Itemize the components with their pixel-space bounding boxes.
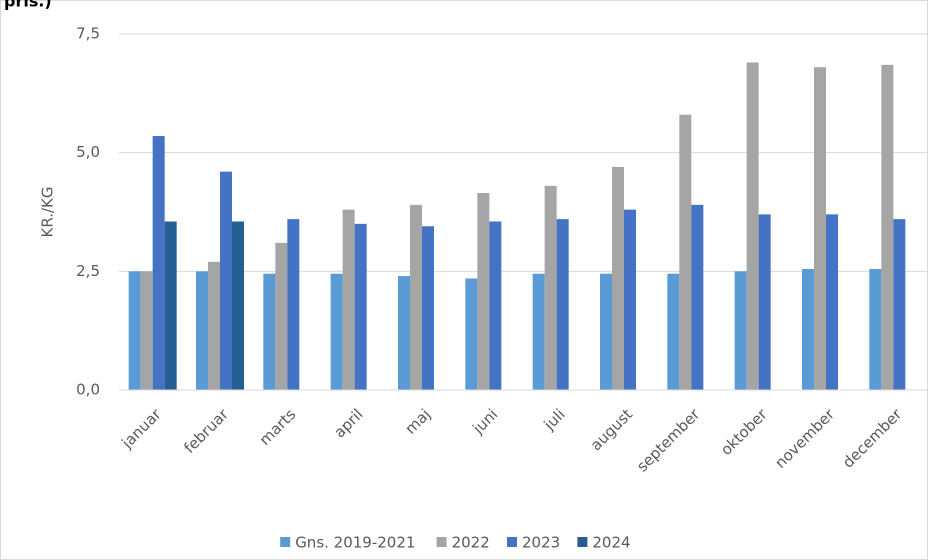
bar: [220, 171, 232, 390]
bar: [734, 271, 747, 390]
legend-label: 2022: [452, 534, 490, 552]
legend-swatch: [577, 537, 588, 547]
legend-label: 2023: [522, 534, 560, 552]
bar: [342, 209, 355, 390]
bar: [881, 64, 894, 390]
bar: [275, 242, 288, 390]
bar: [263, 273, 276, 390]
y-tick-label: 7,5: [76, 25, 100, 43]
bar: [287, 219, 300, 390]
bar: [196, 271, 208, 390]
bar: [232, 221, 244, 390]
legend-swatch: [436, 537, 447, 547]
y-axis-label: KR./KG: [39, 186, 57, 237]
bar: [893, 219, 906, 390]
bar: [410, 204, 422, 390]
bar: [746, 62, 759, 390]
y-tick-label: 0,0: [76, 381, 100, 399]
bar: [544, 185, 557, 390]
legend-swatch: [507, 537, 517, 547]
bar: [624, 209, 636, 390]
bar: [354, 223, 367, 390]
bar: [802, 268, 814, 390]
bar: [612, 166, 624, 390]
y-tick-label: 5,0: [76, 143, 100, 161]
bar: [152, 136, 165, 390]
bar: [422, 226, 434, 390]
bar: [600, 273, 612, 390]
bar: [128, 271, 141, 390]
legend-label: Gns. 2019-2021: [295, 534, 415, 552]
bar: [758, 214, 771, 390]
bar: [826, 214, 838, 390]
bar: [465, 278, 478, 390]
bar: [869, 268, 882, 390]
bar: [532, 273, 545, 390]
bar: [477, 193, 490, 390]
bar: [667, 273, 680, 390]
bar: [814, 67, 826, 390]
bar: [679, 114, 692, 391]
bar: [330, 273, 343, 390]
bar: [489, 221, 502, 390]
bar: [398, 276, 410, 390]
bar: [208, 261, 220, 390]
legend-label: 2024: [592, 534, 630, 552]
y-tick-label: 2,5: [76, 262, 100, 280]
legend-swatch: [280, 537, 291, 547]
bar: [691, 204, 704, 390]
bar: [556, 219, 569, 390]
bar: [164, 221, 177, 390]
chart-title: pris.): [4, 0, 52, 11]
bar: [140, 271, 153, 390]
